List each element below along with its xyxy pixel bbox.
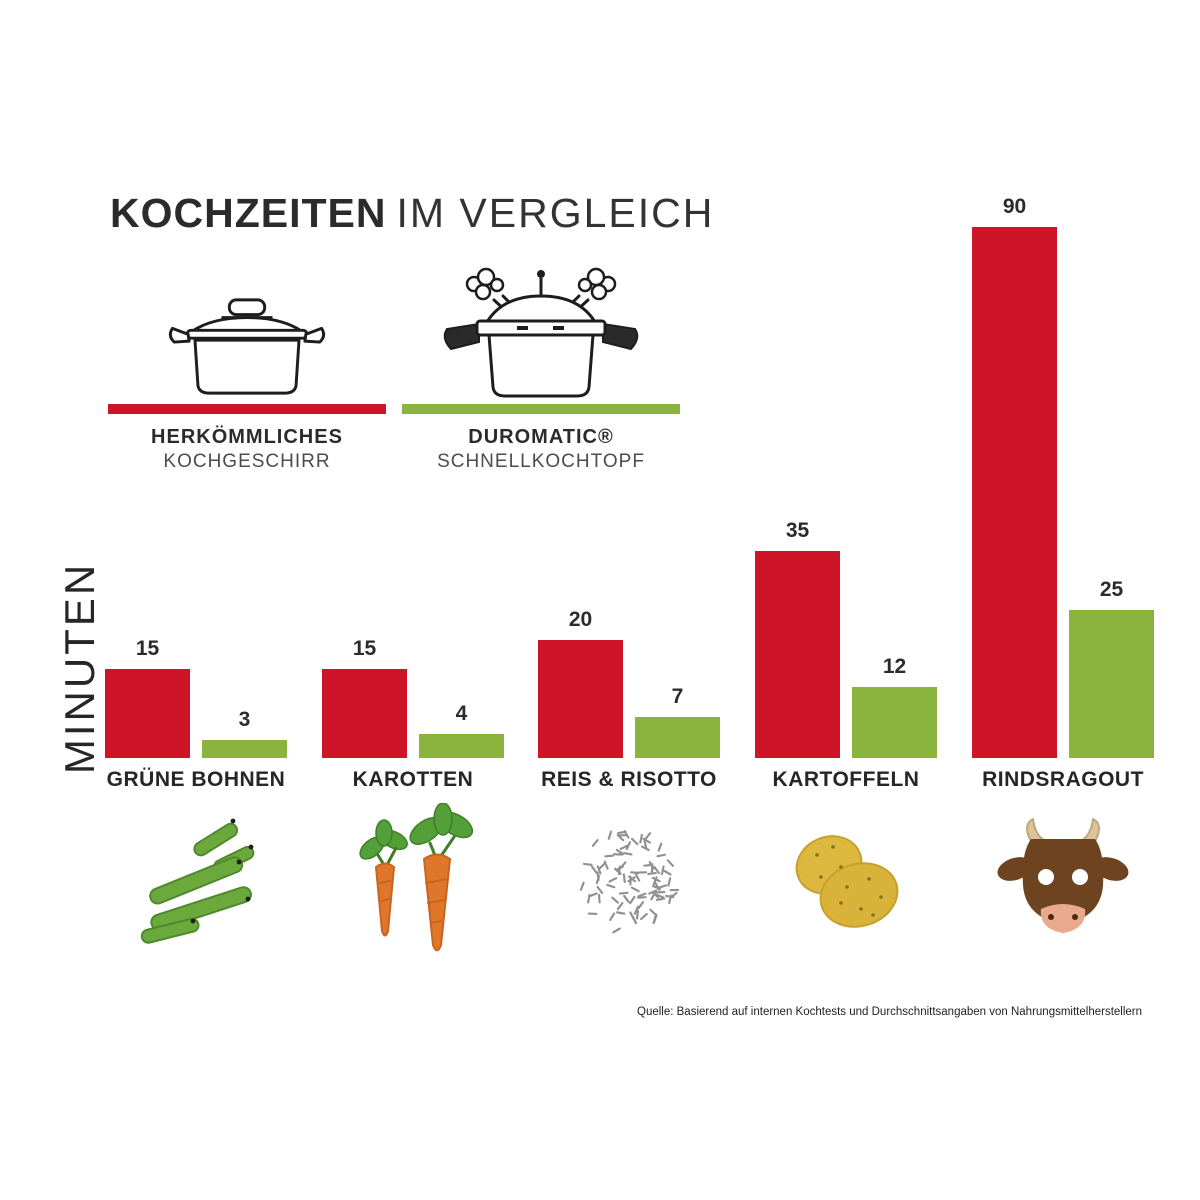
category-label-0: GRÜNE BOHNEN xyxy=(106,768,286,791)
bar-value-label: 90 xyxy=(1002,195,1027,218)
pressure-cooker-icon xyxy=(402,267,680,400)
bar-duromatic-0 xyxy=(202,740,287,758)
bar-value-label: 7 xyxy=(671,685,684,708)
carrots-icon xyxy=(338,800,488,965)
title-light: IM VERGLEICH xyxy=(396,190,715,236)
legend-conventional-line1: HERKÖMMLICHES xyxy=(151,426,343,448)
y-axis-label: MINUTEN xyxy=(56,561,103,775)
bar-value-label: 12 xyxy=(882,655,907,678)
source-note: Quelle: Basierend auf internen Kochtests… xyxy=(637,1006,1143,1018)
category-label-3: KARTOFFELN xyxy=(772,768,920,791)
bar-value-label: 4 xyxy=(455,702,468,725)
bar-value-label: 15 xyxy=(352,637,377,660)
bar-conventional-1 xyxy=(322,669,407,758)
page-title: KOCHZEITEN IM VERGLEICH xyxy=(110,190,714,237)
legend-pressure-cooker: DUROMATIC® SCHNELLKOCHTOPF xyxy=(402,267,680,473)
legend-duromatic-line1: DUROMATIC® xyxy=(468,426,614,448)
bar-conventional-2 xyxy=(538,640,623,758)
legend-conventional-cookware: HERKÖMMLICHES KOCHGESCHIRR xyxy=(108,282,386,473)
bar-duromatic-4 xyxy=(1069,610,1154,758)
bar-conventional-0 xyxy=(105,669,190,758)
bar-value-label: 15 xyxy=(135,637,160,660)
category-label-1: KAROTTEN xyxy=(352,768,474,791)
green-beans-icon xyxy=(121,800,271,965)
bar-conventional-4 xyxy=(972,227,1057,758)
potatoes-icon xyxy=(771,800,921,965)
bar-value-label: 3 xyxy=(238,708,251,731)
bar-duromatic-3 xyxy=(852,687,937,758)
rice-icon xyxy=(554,800,704,965)
bar-value-label: 25 xyxy=(1099,578,1124,601)
legend-green-rule xyxy=(402,404,680,414)
bar-duromatic-2 xyxy=(635,717,720,758)
pot-icon xyxy=(108,282,386,400)
legend-red-rule xyxy=(108,404,386,414)
title-bold: KOCHZEITEN xyxy=(110,190,387,236)
bar-value-label: 20 xyxy=(568,608,593,631)
cow-icon xyxy=(988,800,1138,965)
bar-value-label: 35 xyxy=(785,519,810,542)
category-label-4: RINDSRAGOUT xyxy=(982,768,1144,791)
bar-duromatic-1 xyxy=(419,734,504,758)
category-label-2: REIS & RISOTTO xyxy=(541,768,717,791)
bar-conventional-3 xyxy=(755,551,840,758)
legend-conventional-line2: KOCHGESCHIRR xyxy=(163,451,331,472)
legend-duromatic-line2: SCHNELLKOCHTOPF xyxy=(437,451,645,472)
